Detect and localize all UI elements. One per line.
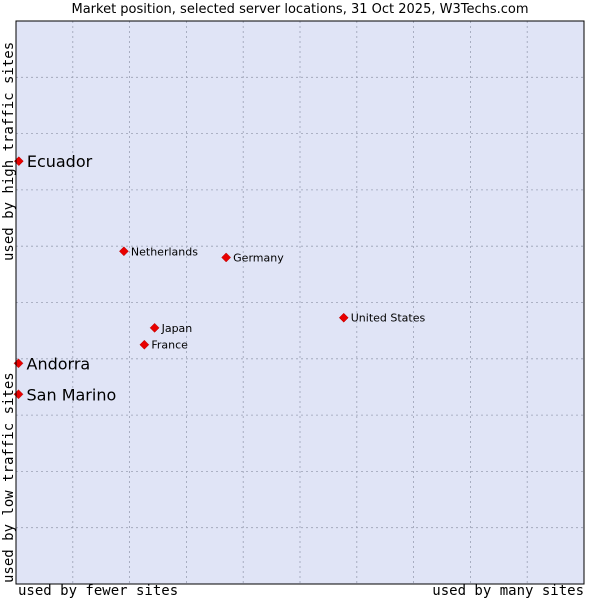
grid xyxy=(16,21,584,584)
point-label-andorra: Andorra xyxy=(27,354,91,373)
point-marker-united-states xyxy=(338,312,349,323)
x-axis-label-low: used by fewer sites xyxy=(18,583,179,599)
point-label-netherlands: Netherlands xyxy=(131,245,198,258)
point-label-japan: Japan xyxy=(161,322,193,335)
data-point-france: France xyxy=(139,339,188,352)
data-point-ecuador: Ecuador xyxy=(13,152,93,171)
point-label-united-states: United States xyxy=(351,312,426,325)
data-points: Ecuador Netherlands Germany United States Ja… xyxy=(13,152,426,404)
plot-frame xyxy=(15,20,585,585)
point-label-germany: Germany xyxy=(233,251,284,264)
data-point-japan: Japan xyxy=(149,322,193,335)
point-label-san-marino: San Marino xyxy=(27,385,117,404)
point-marker-france xyxy=(139,339,150,350)
data-point-san-marino: San Marino xyxy=(13,385,117,404)
point-marker-japan xyxy=(149,322,160,333)
point-label-ecuador: Ecuador xyxy=(27,152,93,171)
point-marker-germany xyxy=(221,252,232,263)
data-point-netherlands: Netherlands xyxy=(119,245,198,258)
point-marker-netherlands xyxy=(119,246,129,257)
chart-title: Market position, selected server locatio… xyxy=(71,2,529,17)
data-point-germany: Germany xyxy=(221,251,284,264)
data-point-united-states: United States xyxy=(338,312,426,325)
point-label-france: France xyxy=(151,339,188,352)
x-axis-label-high: used by many sites xyxy=(432,583,584,599)
